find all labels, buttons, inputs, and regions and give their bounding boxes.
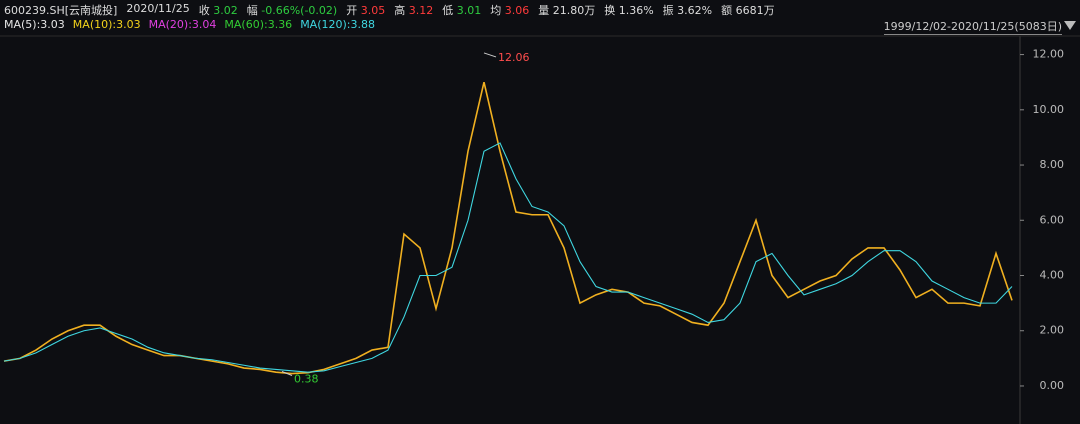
quote-label: 量 bbox=[538, 4, 550, 17]
quote-label: 高 bbox=[394, 4, 406, 17]
ma-legend: MA(5):3.03 MA(10):3.03 MA(20):3.04 MA(60):3… bbox=[4, 18, 375, 31]
ma-value: MA(20):3.04 bbox=[148, 18, 217, 31]
quote-value: 3.12 bbox=[408, 4, 434, 17]
quote-value: 3.62% bbox=[677, 4, 713, 17]
quote-item: 收 3.02 bbox=[199, 2, 238, 18]
quote-item: 振 3.62% bbox=[663, 2, 712, 18]
quote-label: 收 bbox=[198, 4, 210, 17]
max-label: 12.06 bbox=[498, 51, 530, 64]
quote-value: 1.36% bbox=[618, 4, 654, 17]
quote-label: 振 bbox=[662, 4, 674, 17]
quote-item: 量 21.80万 bbox=[538, 2, 595, 18]
ma-value: MA(5):3.03 bbox=[4, 18, 65, 31]
max-arrow bbox=[483, 52, 497, 58]
date-range[interactable]: 1999/12/02-2020/11/25(5083日) bbox=[883, 20, 1062, 35]
y-tick-label: 10.00 bbox=[1033, 103, 1065, 116]
price-line bbox=[3, 142, 1013, 373]
quote-label: 额 bbox=[721, 4, 733, 17]
quote-item: 幅 -0.66%(-0.02) bbox=[247, 2, 337, 18]
stock-code: 600239.SH[云南城投] bbox=[4, 4, 118, 17]
y-tick-label: 12.00 bbox=[1033, 48, 1065, 61]
ma-value: MA(120):3.88 bbox=[300, 18, 375, 31]
quote-value: 3.01 bbox=[456, 4, 482, 17]
y-tick-label: 8.00 bbox=[1040, 158, 1065, 171]
quote-item: 低 3.01 bbox=[442, 2, 481, 18]
quote-item: 均 3.06 bbox=[490, 2, 529, 18]
quote-value: 6681万 bbox=[735, 4, 775, 17]
price-line bbox=[3, 82, 1013, 375]
ma-value: MA(60):3.36 bbox=[224, 18, 293, 31]
quote-value: 3.05 bbox=[360, 4, 386, 17]
y-tick-label: 4.00 bbox=[1040, 269, 1065, 282]
y-tick-label: 2.00 bbox=[1040, 324, 1065, 337]
quote-value: 3.06 bbox=[504, 4, 530, 17]
quote-header: 600239.SH[云南城投] 2020/11/25 收 3.02 幅 -0.66… bbox=[4, 2, 775, 18]
y-tick-label: 0.00 bbox=[1040, 379, 1065, 392]
quote-label: 低 bbox=[442, 4, 454, 17]
quote-item: 开 3.05 bbox=[346, 2, 385, 18]
quote-label: 换 bbox=[604, 4, 616, 17]
quote-date: 2020/11/25 bbox=[126, 2, 190, 15]
quote-label: 幅 bbox=[246, 4, 258, 17]
quote-item: 换 1.36% bbox=[604, 2, 653, 18]
quote-item: 高 3.12 bbox=[394, 2, 433, 18]
quote-value: -0.66%(-0.02) bbox=[261, 4, 338, 17]
y-tick-label: 6.00 bbox=[1040, 213, 1065, 226]
quote-item: 额 6681万 bbox=[721, 2, 775, 18]
min-arrow bbox=[281, 371, 293, 376]
ma-value: MA(10):3.03 bbox=[72, 18, 141, 31]
min-label: 0.38 bbox=[294, 372, 319, 385]
range-dropdown[interactable] bbox=[1064, 21, 1076, 30]
quote-value: 21.80万 bbox=[552, 4, 596, 17]
quote-value: 3.02 bbox=[213, 4, 238, 17]
quote-label: 均 bbox=[490, 4, 502, 17]
quote-label: 开 bbox=[346, 4, 358, 17]
